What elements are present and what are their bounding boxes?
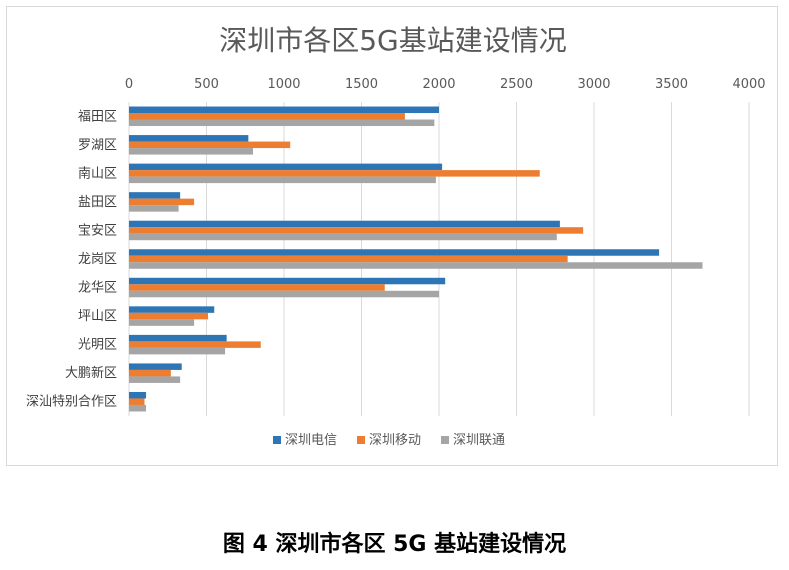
chart-container: 深圳市各区5G基站建设情况 0 500 1000 1500 2000 2500 3000 35… xyxy=(6,6,778,466)
bar xyxy=(129,148,253,155)
bar xyxy=(129,341,261,348)
bar xyxy=(129,376,181,383)
category-label: 盐田区 xyxy=(78,195,117,210)
bar xyxy=(129,277,446,285)
bar xyxy=(129,205,179,212)
bar xyxy=(129,363,182,370)
legend-swatch xyxy=(441,436,449,444)
bar xyxy=(129,220,560,228)
x-tick-label: 500 xyxy=(194,77,219,92)
x-tick-label: 3000 xyxy=(577,77,610,92)
category-label: 大鹏新区 xyxy=(65,365,117,381)
bar xyxy=(129,192,181,199)
chart-title: 深圳市各区5G基站建设情况 xyxy=(219,24,567,57)
bar xyxy=(129,262,703,269)
bar xyxy=(129,398,145,405)
category-label: 坪山区 xyxy=(78,309,117,324)
x-tick-label: 2500 xyxy=(500,77,533,92)
x-tick-label: 4000 xyxy=(732,77,765,92)
bar xyxy=(129,249,660,256)
x-tick-label: 2000 xyxy=(422,77,455,92)
category-label: 龙岗区 xyxy=(78,252,117,267)
bar xyxy=(129,290,439,298)
x-tick-label: 1000 xyxy=(267,77,300,92)
category-label: 深汕特别合作区 xyxy=(26,395,117,410)
bar xyxy=(129,255,568,263)
bar xyxy=(129,113,405,120)
legend-label: 深圳电信 xyxy=(285,433,337,448)
bar xyxy=(129,227,584,234)
category-label: 宝安区 xyxy=(78,223,117,238)
bar xyxy=(129,233,557,241)
category-label: 罗湖区 xyxy=(78,138,117,153)
bar xyxy=(129,135,249,142)
legend-swatch xyxy=(273,436,281,444)
bar xyxy=(129,141,291,149)
x-tick-label: 0 xyxy=(125,77,133,92)
bar xyxy=(129,347,226,355)
bar xyxy=(129,176,436,184)
legend-swatch xyxy=(357,436,365,444)
legend-label: 深圳联通 xyxy=(453,433,505,448)
bar xyxy=(129,284,385,291)
bars xyxy=(129,106,703,412)
bar xyxy=(129,369,171,377)
bar xyxy=(129,319,195,326)
bar xyxy=(129,170,540,177)
legend-label: 深圳移动 xyxy=(369,433,421,448)
bar xyxy=(129,198,195,206)
bar xyxy=(129,404,147,412)
x-axis-ticks: 0 500 1000 1500 2000 2500 3000 3500 4000 xyxy=(125,77,766,92)
bar xyxy=(129,306,215,313)
bar-chart: 深圳市各区5G基站建设情况 0 500 1000 1500 2000 2500 3000 35… xyxy=(26,24,766,448)
bar xyxy=(129,163,443,171)
bar xyxy=(129,106,439,114)
category-label: 南山区 xyxy=(78,165,117,181)
bar xyxy=(129,312,209,320)
bar xyxy=(129,334,227,342)
category-label: 龙华区 xyxy=(78,281,117,296)
category-label: 福田区 xyxy=(78,109,117,124)
bar xyxy=(129,391,147,399)
legend: 深圳电信 深圳移动 深圳联通 xyxy=(273,433,505,448)
category-label: 光明区 xyxy=(78,338,117,353)
x-tick-label: 1500 xyxy=(345,77,378,92)
figure-caption: 图 4 深圳市各区 5G 基站建设情况 xyxy=(222,532,567,557)
bar xyxy=(129,119,435,127)
x-tick-label: 3500 xyxy=(655,77,688,92)
